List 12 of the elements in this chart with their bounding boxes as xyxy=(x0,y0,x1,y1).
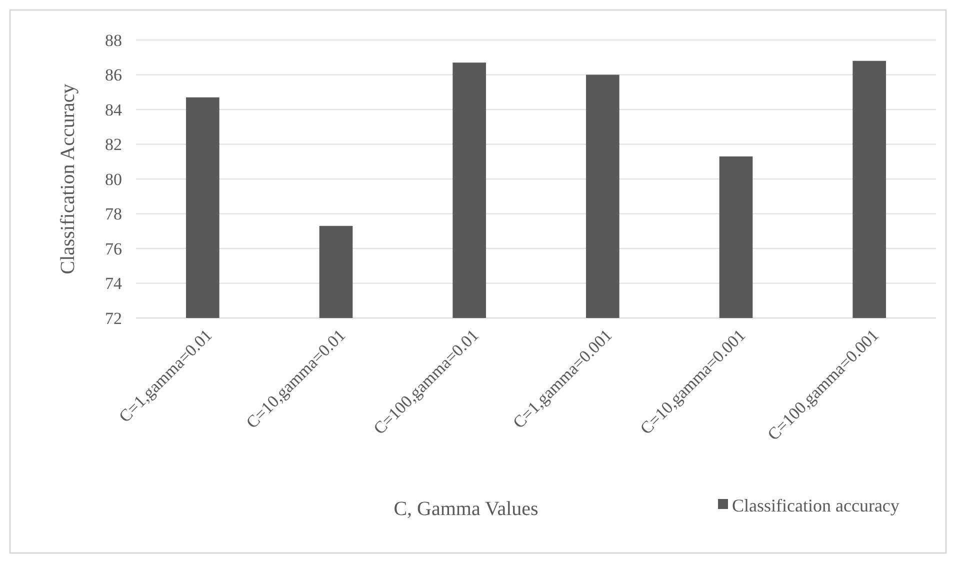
x-axis-title: C, Gamma Values xyxy=(394,498,539,520)
y-tick-label: 74 xyxy=(105,274,122,294)
y-tick-label: 86 xyxy=(105,66,122,85)
y-tick-label: 84 xyxy=(105,100,122,120)
y-tick-label: 78 xyxy=(105,204,122,224)
y-tick-label: 72 xyxy=(105,308,122,328)
y-tick-label: 76 xyxy=(105,239,122,258)
y-tick-label: 80 xyxy=(105,170,122,189)
y-tick-label: 88 xyxy=(105,30,122,50)
legend-label: Classification accuracy xyxy=(732,495,900,516)
y-tick-label: 82 xyxy=(105,135,122,154)
y-axis-title: Classification Accuracy xyxy=(57,84,79,274)
